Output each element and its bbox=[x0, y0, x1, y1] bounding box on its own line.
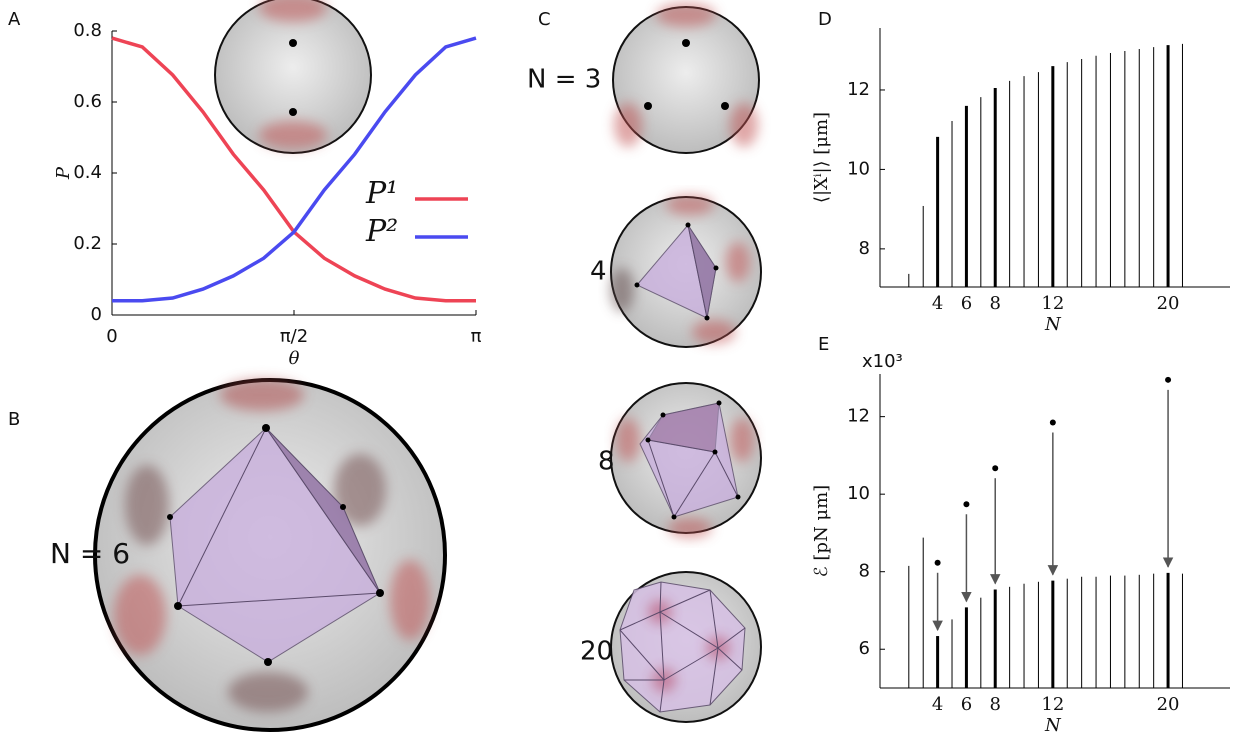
y-tick-label: 0 bbox=[91, 304, 102, 325]
x-tick-label: 12 bbox=[1041, 694, 1064, 715]
n-label: 4 bbox=[590, 257, 607, 287]
panel-letter: D bbox=[818, 9, 832, 30]
n-label: 8 bbox=[598, 447, 615, 477]
x-tick-label: 6 bbox=[961, 694, 972, 715]
x-tick-label: 8 bbox=[989, 293, 1000, 314]
y-tick-label: 0.8 bbox=[73, 20, 102, 41]
panel-letter: B bbox=[8, 409, 20, 430]
y-tick-label: 0.2 bbox=[73, 233, 102, 254]
x-tick-label: 12 bbox=[1041, 293, 1064, 314]
y-tick-label: 10 bbox=[847, 158, 870, 179]
x-axis-label: N bbox=[1044, 314, 1062, 335]
sphere-n6: N = 6 bbox=[50, 378, 447, 732]
x-tick-label: 4 bbox=[932, 293, 943, 314]
y-tick-label: 10 bbox=[847, 483, 870, 504]
y-tick-label: 6 bbox=[859, 638, 870, 659]
dot bbox=[992, 465, 999, 472]
sphere-n20: 20 bbox=[580, 571, 762, 723]
x-tick-label: 4 bbox=[932, 694, 943, 715]
sphere-n3: N = 3 bbox=[527, 3, 760, 154]
y-tick-label: 0.4 bbox=[73, 162, 102, 183]
x-tick-label: 6 bbox=[961, 293, 972, 314]
y-tick-label: 12 bbox=[847, 79, 870, 100]
y-axis-label: ⟨|Xⁱ|⟩ [μm] bbox=[811, 112, 832, 203]
sphere-n4: 4 bbox=[590, 195, 762, 348]
y-tick-label: 0.6 bbox=[73, 91, 102, 112]
dot bbox=[963, 501, 970, 508]
panel-letter: C bbox=[538, 9, 551, 30]
y-axis-label: ℰ [pN μm] bbox=[811, 485, 832, 577]
x-tick-label: 0 bbox=[106, 326, 117, 347]
sphere-n8: 8 bbox=[598, 382, 762, 538]
n-label: N = 6 bbox=[50, 537, 130, 570]
dot bbox=[1049, 419, 1056, 426]
dot bbox=[934, 559, 941, 566]
x-tick-label: π/2 bbox=[280, 326, 308, 347]
x-axis-label: N bbox=[1044, 715, 1062, 736]
y-axis-label: P bbox=[53, 166, 74, 180]
y-tick-label: 8 bbox=[859, 561, 870, 582]
x-axis-label: θ bbox=[289, 348, 300, 369]
inset-sphere bbox=[214, 0, 372, 154]
n-label: 20 bbox=[580, 637, 613, 667]
y-multiplier: x10³ bbox=[862, 351, 903, 372]
legend-label: P¹ bbox=[365, 176, 398, 211]
x-tick-label: 8 bbox=[989, 694, 1000, 715]
panel-letter: A bbox=[8, 9, 21, 30]
n-label: N = 3 bbox=[527, 65, 601, 95]
x-tick-label: π bbox=[471, 326, 482, 347]
legend-label: P² bbox=[365, 214, 398, 249]
x-tick-label: 20 bbox=[1157, 694, 1180, 715]
y-tick-label: 8 bbox=[859, 238, 870, 259]
panel-letter: E bbox=[818, 334, 829, 355]
x-tick-label: 20 bbox=[1157, 293, 1180, 314]
dot bbox=[1165, 376, 1172, 383]
y-tick-label: 12 bbox=[847, 406, 870, 427]
line-series bbox=[112, 36, 477, 303]
